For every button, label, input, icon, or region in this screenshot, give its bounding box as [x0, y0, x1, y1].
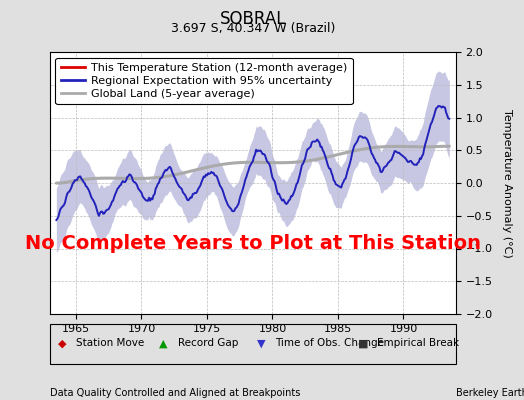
Legend: This Temperature Station (12-month average), Regional Expectation with 95% uncer: This Temperature Station (12-month avera…: [56, 58, 353, 104]
Text: ■: ■: [358, 338, 369, 348]
Text: Data Quality Controlled and Aligned at Breakpoints: Data Quality Controlled and Aligned at B…: [50, 388, 300, 398]
Text: No Complete Years to Plot at This Station: No Complete Years to Plot at This Statio…: [25, 234, 481, 253]
Y-axis label: Temperature Anomaly (°C): Temperature Anomaly (°C): [502, 109, 512, 257]
Text: ◆: ◆: [58, 338, 67, 348]
Text: Record Gap: Record Gap: [178, 338, 238, 348]
Text: ▲: ▲: [159, 338, 168, 348]
Text: Station Move: Station Move: [76, 338, 145, 348]
Text: 3.697 S, 40.347 W (Brazil): 3.697 S, 40.347 W (Brazil): [171, 22, 335, 35]
Text: Time of Obs. Change: Time of Obs. Change: [275, 338, 384, 348]
Text: Empirical Break: Empirical Break: [377, 338, 459, 348]
Text: ▼: ▼: [257, 338, 265, 348]
Text: Berkeley Earth: Berkeley Earth: [456, 388, 524, 398]
Text: SOBRAL: SOBRAL: [220, 10, 286, 28]
